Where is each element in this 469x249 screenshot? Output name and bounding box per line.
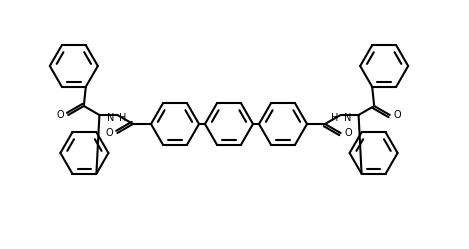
Text: N: N xyxy=(344,113,351,123)
Text: O: O xyxy=(345,128,352,138)
Text: O: O xyxy=(57,110,64,120)
Text: H: H xyxy=(331,113,339,123)
Text: O: O xyxy=(106,128,113,138)
Text: N: N xyxy=(107,113,114,123)
Text: H: H xyxy=(120,113,127,123)
Text: O: O xyxy=(394,110,401,120)
